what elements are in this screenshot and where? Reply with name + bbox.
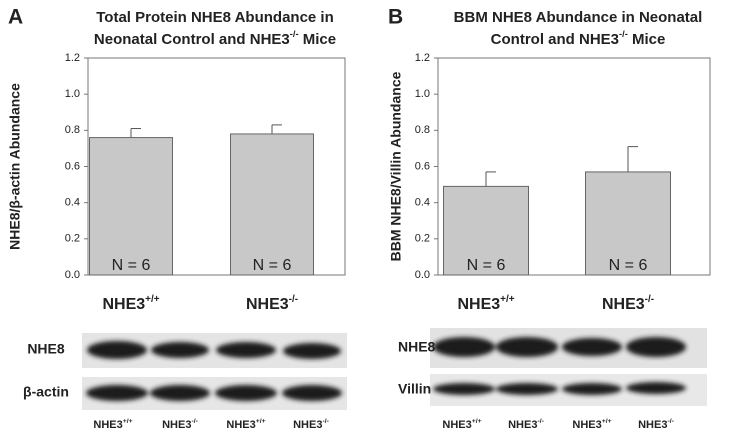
chart-title: Total Protein NHE8 Abundance in [96, 9, 334, 26]
superscript: -/- [619, 29, 628, 39]
text-part: NHE3 [246, 296, 289, 313]
y-tick-label: 0.8 [65, 124, 80, 136]
panel-letter: A [8, 6, 23, 29]
y-axis-label: NHE8/β-actin Abundance [7, 83, 23, 250]
bar-annotation: N = 6 [467, 257, 506, 274]
x-tick-label: NHE3+/+ [102, 294, 159, 313]
text-part: NHE3 [226, 419, 255, 431]
superscript: +/+ [256, 418, 266, 425]
blot-lane-label: NHE3+/+ [572, 418, 611, 431]
text-part: NHE3 [457, 296, 500, 313]
bar [89, 137, 173, 276]
superscript: -/- [537, 418, 543, 425]
superscript: -/- [667, 418, 673, 425]
y-tick-label: 1.0 [65, 88, 80, 100]
y-tick-label: 0.0 [65, 269, 80, 281]
y-tick-label: 1.2 [65, 52, 80, 64]
y-tick-label: 1.2 [415, 52, 430, 64]
superscript: +/+ [500, 294, 515, 305]
panel-letter: B [388, 6, 403, 29]
y-tick-label: 0.4 [65, 197, 80, 209]
superscript: -/- [645, 294, 654, 305]
blot-lane-label: NHE3+/+ [442, 418, 481, 431]
text-part: NHE3 [602, 296, 645, 313]
y-tick-label: 0.6 [65, 160, 80, 172]
blot-row-label: β-actin [23, 384, 69, 400]
text-part: NHE3 [102, 296, 145, 313]
x-tick-label: NHE3-/- [602, 294, 654, 313]
text-part: NHE3 [293, 419, 322, 431]
text-part: BBM NHE8 Abundance in Neonatal [454, 9, 703, 26]
bar-annotation: N = 6 [112, 257, 151, 274]
text-part: Neonatal Control and NHE3 [94, 31, 290, 48]
text-part: Mice [628, 31, 666, 48]
y-tick-label: 0.4 [415, 197, 430, 209]
blot-lane-label: NHE3-/- [162, 418, 198, 431]
chart-title: Control and NHE3-/- Mice [491, 29, 666, 48]
superscript: +/+ [123, 418, 133, 425]
x-tick-label: NHE3+/+ [457, 294, 514, 313]
y-tick-label: 0.6 [415, 160, 430, 172]
bar [443, 185, 529, 276]
bar [585, 171, 671, 276]
text-part: NHE3 [638, 419, 667, 431]
y-axis-label: BBM NHE8/Villin Abundance [388, 71, 404, 261]
y-tick-label: 0.0 [415, 269, 430, 281]
bar [230, 133, 314, 276]
chart-title: BBM NHE8 Abundance in Neonatal [454, 9, 703, 26]
text-part: NHE3 [572, 419, 601, 431]
superscript: -/- [289, 294, 298, 305]
bar-annotation: N = 6 [609, 257, 648, 274]
y-tick-label: 1.0 [415, 88, 430, 100]
superscript: +/+ [472, 418, 482, 425]
superscript: -/- [322, 418, 328, 425]
text-part: Total Protein NHE8 Abundance in [96, 9, 334, 26]
text-part: Mice [299, 31, 337, 48]
y-tick-label: 0.2 [65, 233, 80, 245]
superscript: -/- [191, 418, 197, 425]
y-tick-label: 0.8 [415, 124, 430, 136]
superscript: +/+ [145, 294, 160, 305]
blot-bands [86, 337, 686, 401]
blot-lane-label: NHE3-/- [508, 418, 544, 431]
superscript: +/+ [602, 418, 612, 425]
text-part: NHE3 [162, 419, 191, 431]
blot-lane-label: NHE3-/- [293, 418, 329, 431]
x-tick-label: NHE3-/- [246, 294, 298, 313]
superscript: -/- [290, 29, 299, 39]
blot-lane-label: NHE3+/+ [226, 418, 265, 431]
y-tick-label: 0.2 [415, 233, 430, 245]
chart-title: Neonatal Control and NHE3-/- Mice [94, 29, 336, 48]
blot-lane-label: NHE3-/- [638, 418, 674, 431]
text-part: NHE3 [93, 419, 122, 431]
text-part: Control and NHE3 [491, 31, 619, 48]
blot-row-label: Villin [398, 381, 431, 397]
bar-annotation: N = 6 [253, 257, 292, 274]
blot-row-label: NHE8 [27, 341, 65, 357]
text-part: NHE3 [508, 419, 537, 431]
text-part: NHE3 [442, 419, 471, 431]
blot-row-label: NHE8 [398, 339, 436, 355]
blot-lane-label: NHE3+/+ [93, 418, 132, 431]
